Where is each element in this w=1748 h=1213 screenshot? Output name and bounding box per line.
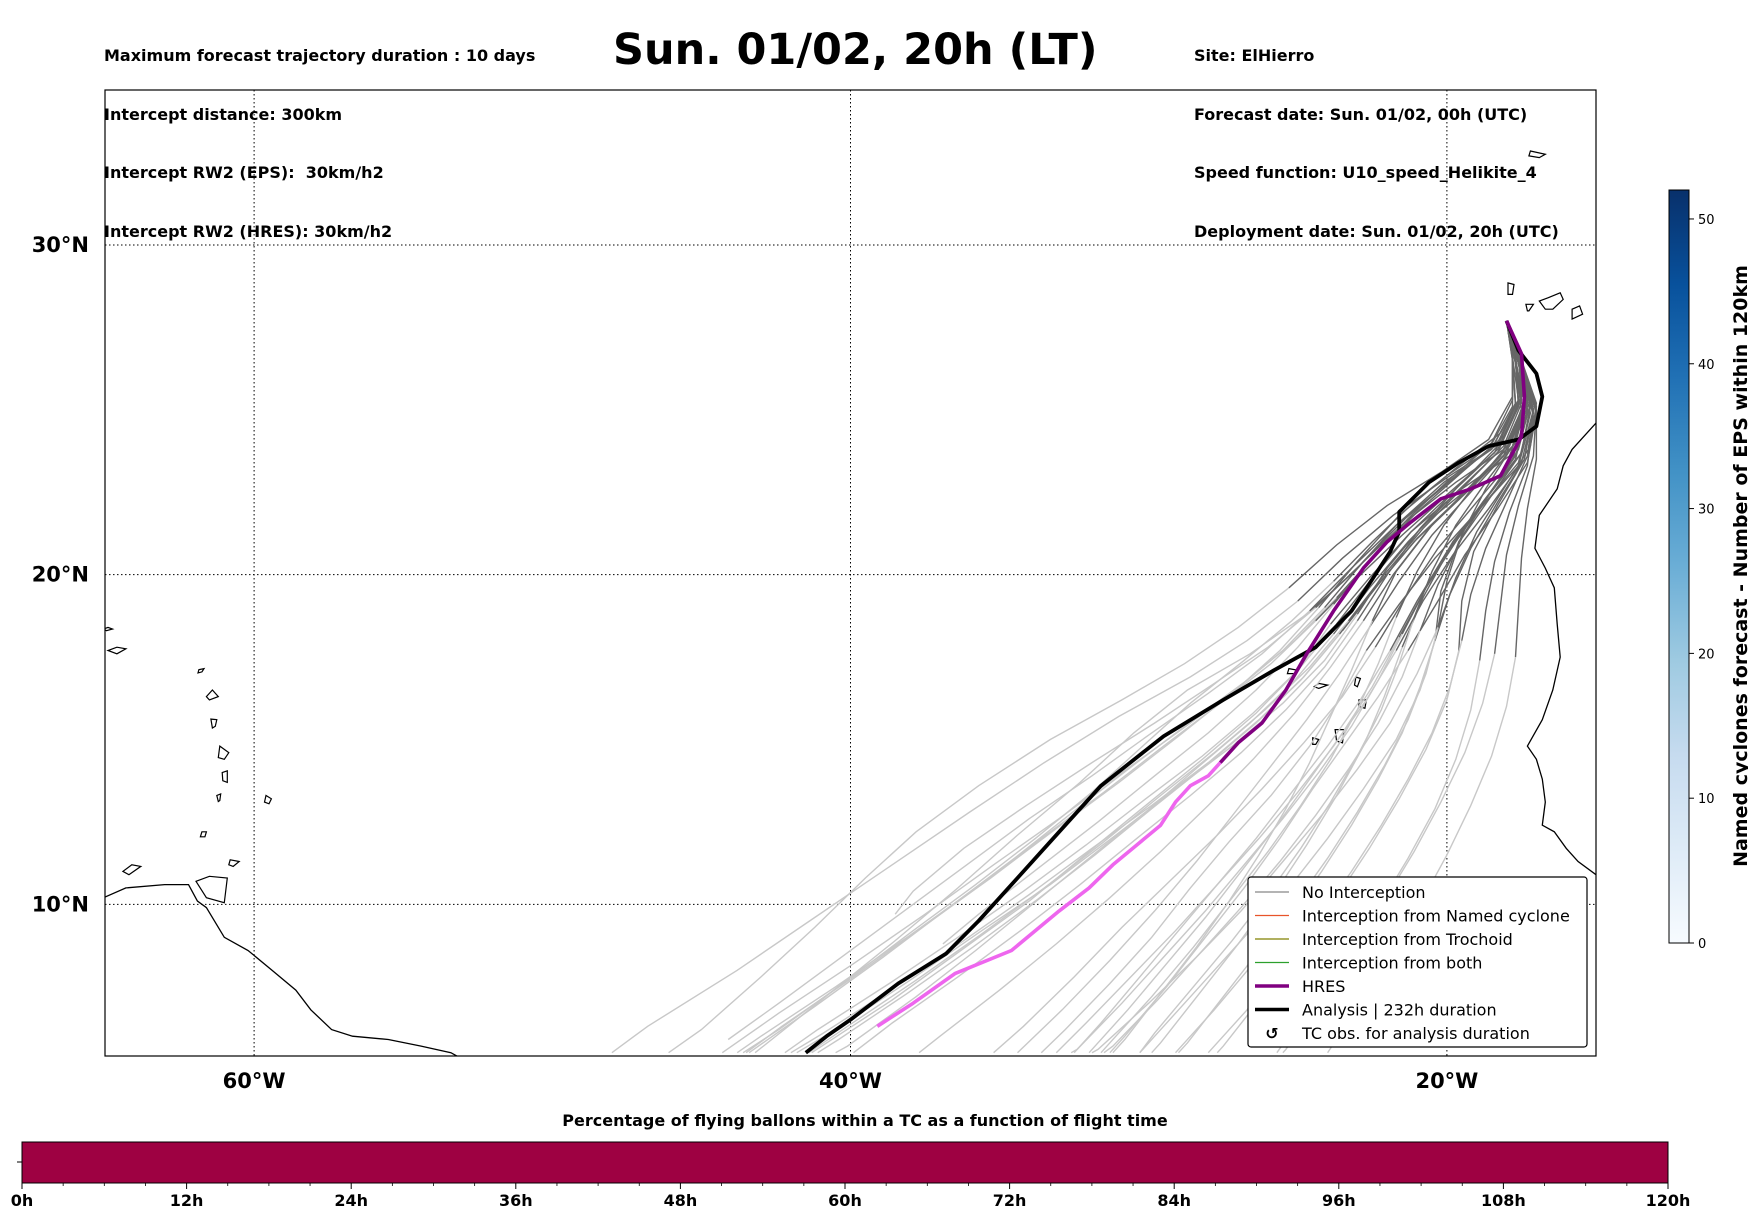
legend-label: Interception from Named cyclone xyxy=(1302,907,1570,926)
island-outline xyxy=(196,876,227,902)
flight-time-tick-label: 60h xyxy=(828,1191,862,1210)
eps-track-early xyxy=(1310,321,1513,611)
eps-track-early xyxy=(1319,321,1519,608)
legend-label: TC obs. for analysis duration xyxy=(1301,1024,1530,1043)
legend-label: Analysis | 232h duration xyxy=(1302,1001,1497,1020)
colorbar: 0 10 20 30 40 50 Named cyclones forecast - Nu… xyxy=(1669,190,1748,952)
latitude-labels: 30°N 20°N 10°N xyxy=(32,233,89,916)
colorbar-tick-label: 50 xyxy=(1698,213,1715,228)
legend-label: No Interception xyxy=(1302,883,1426,902)
flight-time-bar-title: Percentage of flying ballons within a TC… xyxy=(562,1111,1168,1130)
island-outline xyxy=(1539,293,1563,309)
flight-time-tick-label: 48h xyxy=(664,1191,698,1210)
island-outline xyxy=(1508,283,1514,295)
island-outline xyxy=(206,690,218,700)
colorbar-tick-label: 0 xyxy=(1698,937,1706,952)
lat-label: 20°N xyxy=(32,563,89,587)
eps-track-late xyxy=(746,608,1319,1053)
legend-label: HRES xyxy=(1302,977,1345,996)
island-outline xyxy=(265,796,272,804)
figure-canvas: 30°N 20°N 10°N 60°W 40°W 20°W No Interceptio… xyxy=(0,0,1748,1213)
flight-time-bar: Percentage of flying ballons within a TC… xyxy=(11,1111,1691,1210)
flight-time-tick-label: 84h xyxy=(1157,1191,1191,1210)
island-outline xyxy=(1529,151,1545,158)
island-outline xyxy=(229,860,239,867)
colorbar-gradient xyxy=(1669,190,1689,943)
island-outline xyxy=(218,746,229,759)
island-outline xyxy=(1617,288,1632,309)
legend-label: Interception from Trochoid xyxy=(1302,930,1513,949)
island-outline xyxy=(217,794,221,802)
eps-track-early xyxy=(1375,321,1527,647)
island-outline xyxy=(200,832,206,837)
longitude-labels: 60°W 40°W 20°W xyxy=(223,1069,1479,1093)
island-outline xyxy=(108,647,126,654)
flight-time-tick-label: 24h xyxy=(334,1191,368,1210)
colorbar-tick-label: 20 xyxy=(1698,647,1715,662)
island-outline xyxy=(222,771,227,783)
eps-track-early xyxy=(1307,321,1516,614)
island-outline xyxy=(1526,304,1534,311)
lon-label: 60°W xyxy=(223,1069,286,1093)
lon-label: 40°W xyxy=(819,1069,882,1093)
flight-time-tick-label: 12h xyxy=(170,1191,204,1210)
flight-time-tick-label: 96h xyxy=(1322,1191,1356,1210)
legend: No Interception Interception from Named c… xyxy=(1248,877,1587,1047)
island-outline xyxy=(198,669,204,673)
colorbar-tick-label: 40 xyxy=(1698,358,1715,373)
flight-time-tick-label: 108h xyxy=(1481,1191,1526,1210)
island-outline xyxy=(1630,271,1643,283)
lon-label: 20°W xyxy=(1415,1069,1478,1093)
lat-label: 10°N xyxy=(32,892,89,916)
colorbar-tick-label: 10 xyxy=(1698,792,1715,807)
legend-label: Interception from both xyxy=(1302,954,1482,973)
africa-coastline xyxy=(1527,60,1748,987)
colorbar-label: Named cyclones forecast - Number of EPS … xyxy=(1730,265,1748,867)
lat-label: 30°N xyxy=(32,233,89,257)
flight-time-tick-label: 120h xyxy=(1646,1191,1691,1210)
island-outline xyxy=(1572,306,1583,319)
flight-time-tick-label: 36h xyxy=(499,1191,533,1210)
tc-obs-icon: ↺ xyxy=(1265,1024,1278,1043)
flight-time-tick-label: 0h xyxy=(11,1191,34,1210)
flight-time-tick-label: 72h xyxy=(993,1191,1027,1210)
island-outline xyxy=(123,865,141,875)
colorbar-tick-label: 30 xyxy=(1698,503,1715,518)
island-outline xyxy=(211,719,217,728)
eps-track-late xyxy=(737,621,1315,1053)
flight-time-bar-fill xyxy=(22,1142,1668,1183)
